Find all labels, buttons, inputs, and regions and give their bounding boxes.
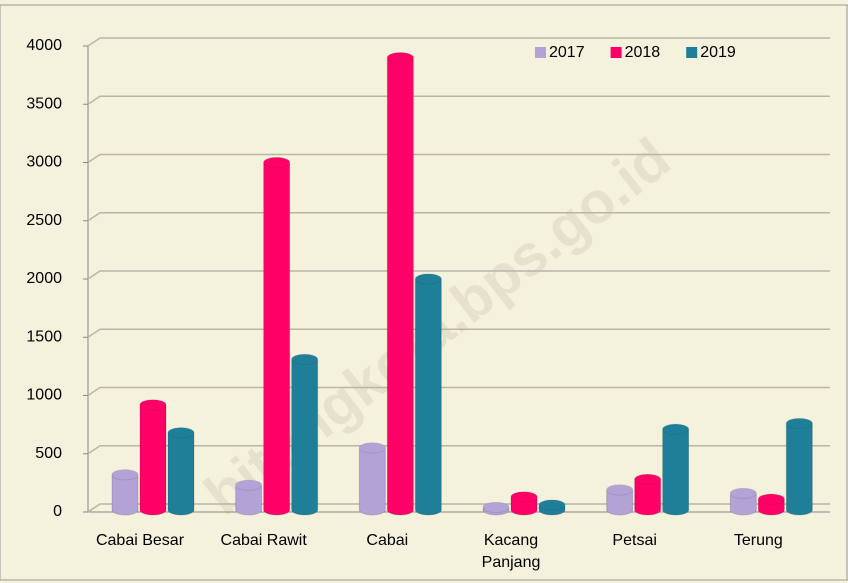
legend-swatch xyxy=(686,47,698,58)
grid-line xyxy=(87,270,830,280)
grid-line xyxy=(87,328,830,338)
y-tick-label: 3500 xyxy=(26,95,62,112)
y-tick-label: 1000 xyxy=(26,387,62,404)
bar-top xyxy=(168,427,194,438)
bar-top xyxy=(730,488,757,499)
grid-line xyxy=(87,95,830,105)
grid-line xyxy=(87,212,830,222)
bar-top xyxy=(387,52,414,63)
bar-top xyxy=(606,484,633,495)
bar xyxy=(358,442,386,516)
grid-line xyxy=(87,386,830,397)
x-tick-label: Kacang Panjang xyxy=(481,532,541,571)
bar-top xyxy=(415,274,442,284)
bar xyxy=(662,423,690,516)
bar-top xyxy=(539,500,565,511)
bar-top xyxy=(662,424,689,435)
bar-top xyxy=(263,157,290,168)
x-tick-label: Cabai xyxy=(366,532,409,549)
bar-top xyxy=(758,494,785,505)
bar xyxy=(386,52,414,516)
legend-label: 2019 xyxy=(700,44,736,61)
y-tick-label: 500 xyxy=(35,445,62,462)
bar xyxy=(785,417,813,516)
bar xyxy=(263,157,291,516)
y-tick-label: 3000 xyxy=(26,154,62,171)
bar-top xyxy=(140,399,166,410)
bar xyxy=(167,427,195,516)
legend-label: 2018 xyxy=(625,44,661,61)
bar-top xyxy=(634,474,661,485)
y-tick-label: 4000 xyxy=(26,37,62,54)
x-tick-label: Petsai xyxy=(612,532,657,549)
bar-top xyxy=(235,480,262,491)
x-tick-label: Cabai Rawit xyxy=(220,532,307,549)
bar-top xyxy=(112,469,138,480)
bar xyxy=(139,399,167,516)
bar-top xyxy=(786,418,813,429)
y-tick-label: 2500 xyxy=(26,212,62,229)
x-tick-label: Terung xyxy=(733,532,783,549)
grid-line xyxy=(87,153,830,164)
grid-line xyxy=(87,445,830,455)
legend-swatch xyxy=(610,47,622,58)
y-tick-label: 0 xyxy=(53,503,62,520)
grid-line xyxy=(87,37,830,47)
bar-top xyxy=(511,491,537,502)
bar xyxy=(414,273,442,516)
bar-top xyxy=(359,442,386,453)
bar-top xyxy=(483,502,509,513)
y-tick-label: 1500 xyxy=(26,328,62,345)
bar-top xyxy=(291,354,318,365)
grid-line xyxy=(87,503,830,513)
x-tick-label: Cabai Besar xyxy=(95,532,185,549)
legend-label: 2017 xyxy=(549,44,585,61)
bar xyxy=(291,353,319,516)
y-tick-label: 2000 xyxy=(26,270,62,287)
legend-swatch xyxy=(535,47,546,58)
